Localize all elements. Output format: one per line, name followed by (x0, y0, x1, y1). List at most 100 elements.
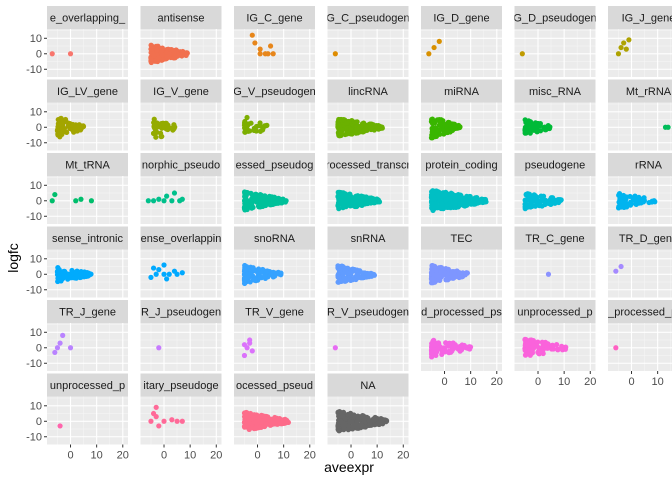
facet-label: IG_V_gene (153, 86, 209, 98)
y-axis-title: logfc (5, 243, 21, 273)
data-point (357, 201, 363, 208)
data-point (621, 196, 627, 202)
data-point (446, 120, 452, 126)
facet-points (54, 115, 87, 140)
facet-strip (47, 6, 128, 29)
data-point (448, 190, 454, 196)
facet-points (335, 189, 383, 212)
data-point (265, 201, 272, 207)
facet-label: G_D_pseudogen (513, 13, 596, 25)
data-point (70, 121, 76, 128)
data-point (161, 418, 167, 424)
data-point (179, 196, 185, 202)
facet-label: TEC (451, 233, 473, 245)
data-point (55, 117, 61, 123)
data-point (241, 352, 248, 359)
data-point (522, 130, 528, 136)
data-point (545, 271, 552, 277)
facet-points (615, 37, 632, 57)
data-point (150, 265, 157, 271)
data-point (242, 118, 248, 125)
data-point (449, 268, 455, 275)
facet-points (49, 51, 74, 57)
data-point (179, 418, 185, 424)
data-point (542, 200, 548, 207)
facet-points (150, 116, 178, 140)
data-point (355, 413, 361, 419)
data-point (78, 274, 84, 280)
facet-points (519, 51, 525, 57)
x-tick-label: 0 (161, 450, 167, 462)
data-point (247, 337, 253, 343)
x-tick-label: 20 (397, 450, 409, 462)
data-point (88, 198, 95, 204)
facet-strip (327, 153, 409, 176)
data-point (531, 198, 537, 204)
data-point (73, 271, 79, 277)
data-point (57, 340, 63, 346)
data-point (523, 336, 529, 343)
data-point (439, 272, 446, 279)
x-tick-label: 0 (67, 450, 73, 462)
facet-strip (608, 226, 672, 250)
facet-label: essed_pseudog (236, 160, 314, 172)
data-point (352, 203, 358, 210)
facet-strip (421, 79, 502, 103)
data-point (430, 338, 436, 344)
data-point (375, 420, 381, 426)
data-point (148, 418, 154, 424)
data-point (429, 205, 435, 211)
data-point (618, 44, 624, 51)
data-point (241, 342, 248, 348)
data-point (531, 122, 537, 128)
data-point (253, 425, 259, 432)
data-point (348, 126, 354, 133)
facet-label: unprocessed_p (517, 307, 592, 319)
data-point (367, 421, 373, 427)
facet-strip (514, 300, 596, 323)
facet-label: ocessed_pseud (236, 380, 313, 392)
data-point (555, 199, 561, 205)
data-point (265, 51, 271, 57)
data-point (169, 417, 175, 423)
data-point (60, 269, 66, 275)
data-point (270, 51, 276, 57)
data-point (78, 196, 84, 202)
data-point (340, 197, 346, 203)
data-point (522, 117, 528, 123)
x-tick-label: 0 (628, 376, 634, 388)
data-point (260, 196, 266, 202)
facet-label: IG_D_gene (433, 13, 489, 25)
data-point (345, 427, 351, 433)
facet-points (428, 337, 474, 360)
facet-strip (514, 153, 596, 176)
facet-label: itary_pseudoge (143, 380, 218, 392)
facet-label: e_overlapping_ (50, 13, 126, 25)
facet-label: R_J_pseudogen (141, 307, 221, 319)
facet-points (662, 124, 671, 130)
data-point (338, 130, 344, 136)
facet-strip (47, 226, 128, 250)
data-point (64, 129, 70, 135)
facet-strip (327, 373, 409, 397)
data-point (249, 32, 255, 38)
data-point (60, 332, 66, 338)
data-point (426, 51, 432, 57)
data-point (242, 266, 249, 273)
data-point (153, 271, 159, 277)
data-point (623, 46, 629, 52)
x-tick-label: 10 (465, 376, 477, 388)
facet-strip (47, 153, 128, 176)
facet-strip (47, 300, 128, 323)
facet-strip (514, 79, 596, 103)
data-point (430, 120, 436, 126)
data-point (433, 188, 440, 194)
data-point (540, 342, 546, 348)
y-tick-label: 10 (30, 327, 42, 339)
data-point (246, 417, 253, 423)
data-point (65, 276, 71, 282)
data-point (168, 125, 175, 131)
data-point (367, 125, 374, 131)
facet-label: snoRNA (254, 233, 296, 245)
x-tick-label: 10 (278, 450, 290, 462)
